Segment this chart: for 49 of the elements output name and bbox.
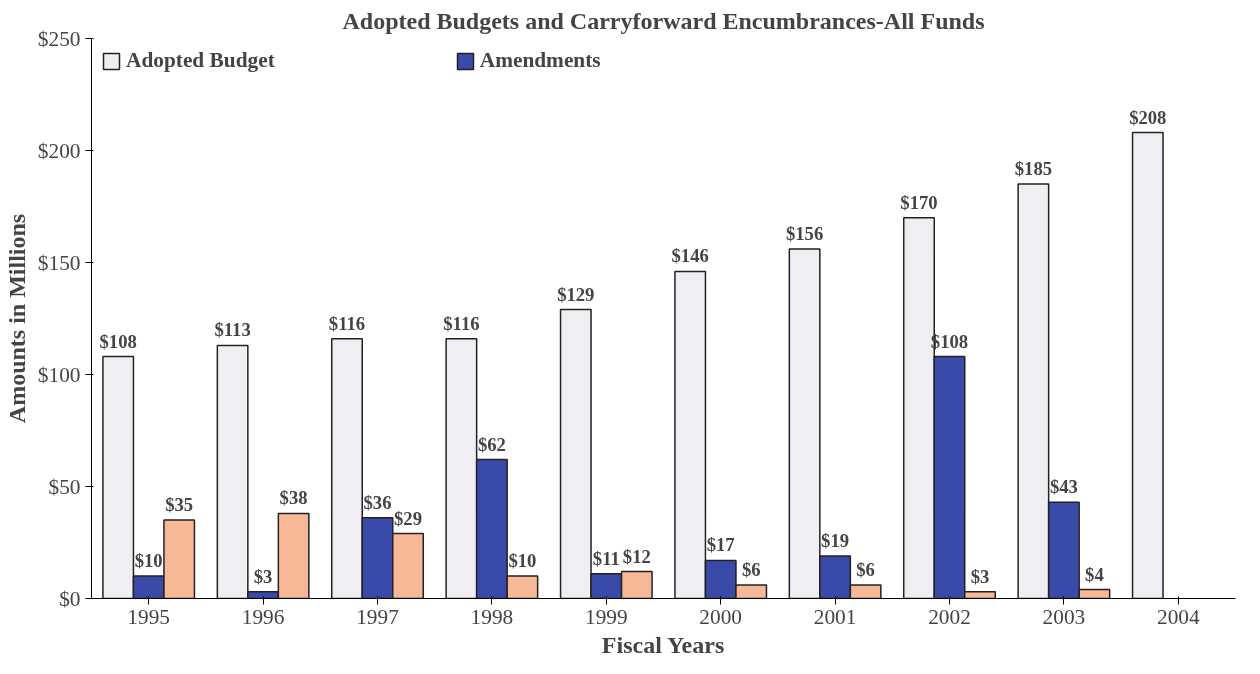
x-tick-label: 2002 (928, 604, 971, 629)
data-label: $35 (165, 494, 194, 516)
y-tick-label: $50 (48, 474, 81, 499)
x-tick-label: 2000 (699, 604, 743, 629)
data-label: $4 (1085, 563, 1104, 585)
data-label: $129 (557, 283, 595, 305)
x-tick-label: 1995 (127, 604, 171, 629)
x-axis-title: Fiscal Years (601, 631, 725, 658)
data-label: $62 (477, 433, 506, 455)
bar (1131, 131, 1164, 599)
data-label: $38 (279, 487, 308, 509)
x-tick-label: 2003 (1042, 604, 1086, 629)
data-label: $36 (363, 491, 392, 513)
data-label: $10 (134, 550, 163, 572)
data-label: $170 (900, 191, 938, 213)
data-label: $108 (99, 330, 137, 352)
data-label: $6 (741, 559, 761, 581)
data-label: $17 (706, 534, 735, 556)
data-label: $43 (1049, 476, 1078, 498)
data-label: $6 (856, 559, 875, 581)
data-label: $3 (970, 565, 990, 587)
data-label: $29 (394, 507, 422, 529)
data-label: $113 (214, 319, 251, 341)
y-tick-label: $0 (59, 586, 81, 611)
data-label: $146 (671, 245, 709, 267)
x-tick-label: 1998 (470, 604, 514, 629)
y-axis-title: Amounts in Millions (3, 213, 30, 424)
data-label: $10 (508, 550, 537, 572)
legend-label: Adopted Budget (126, 48, 275, 73)
data-label: $11 (592, 547, 620, 569)
legend-label: Amendments (479, 48, 601, 73)
x-tick-label: 1996 (241, 604, 285, 629)
chart-title: Adopted Budgets and Carryforward Encumbrances-All Funds (342, 7, 985, 34)
data-label: $185 (1014, 158, 1053, 180)
y-tick-label: $150 (37, 250, 81, 275)
y-tick-label: $200 (37, 138, 81, 163)
x-tick-label: 2004 (1156, 604, 1200, 629)
data-label: $12 (622, 545, 651, 567)
x-tick-label: 1999 (584, 604, 628, 629)
data-label: $116 (443, 312, 480, 334)
data-label: $3 (253, 565, 273, 587)
x-tick-label: 2001 (813, 604, 857, 629)
x-tick-label: 1997 (356, 604, 400, 629)
data-label: $116 (328, 312, 366, 334)
data-label: $156 (785, 223, 824, 245)
y-tick-label: $100 (37, 362, 81, 387)
y-tick-label: $250 (37, 26, 81, 51)
data-label: $19 (821, 529, 850, 551)
data-label: $208 (1129, 106, 1167, 128)
